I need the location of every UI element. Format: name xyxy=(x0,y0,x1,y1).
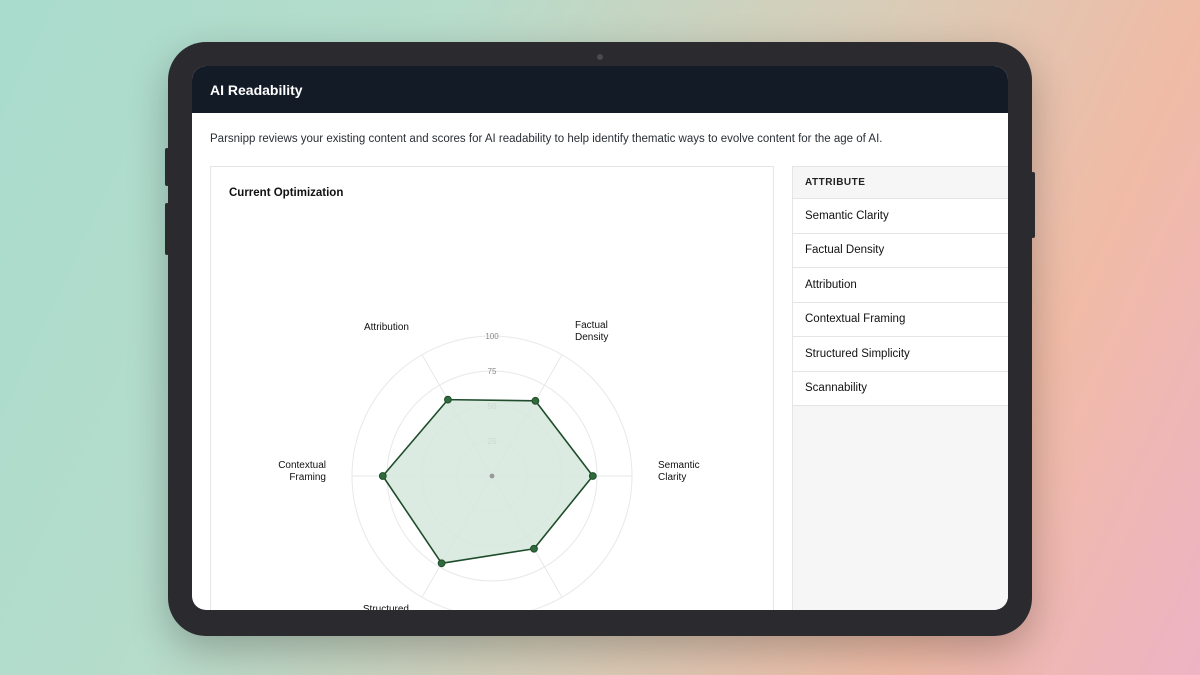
radar-tick-label: 100 xyxy=(485,332,499,341)
page-description: Parsnipp reviews your existing content a… xyxy=(210,133,883,145)
radar-chart: 255075100SemanticClarityFactualDensityAt… xyxy=(278,320,700,610)
radar-axis-label: Semantic Clarity xyxy=(658,460,700,483)
radar-series-area xyxy=(382,398,594,565)
chart-card-title: Current Optimization xyxy=(229,187,344,199)
tablet-frame: AI Readability Parsnipp reviews your exi… xyxy=(168,42,1032,636)
radar-axis-label: Structured xyxy=(363,604,409,610)
app-header: AI Readability xyxy=(192,66,1008,113)
radar-axis-label: Factual Density xyxy=(575,320,608,343)
radar-center-dot xyxy=(489,473,495,479)
camera-icon xyxy=(597,54,603,60)
app-screen: AI Readability Parsnipp reviews your exi… xyxy=(192,66,1008,610)
radar-data-point xyxy=(444,395,452,404)
attribute-table-header: ATTRIBUTE xyxy=(793,167,1008,199)
attribute-row[interactable]: Scannability xyxy=(793,371,1008,406)
page-title: AI Readability xyxy=(210,81,303,98)
radar-chart-card: Current Optimization 255075100SemanticCl… xyxy=(210,166,774,610)
attribute-panel: ATTRIBUTE Semantic Clarity Factual Densi… xyxy=(792,166,1008,610)
attribute-row[interactable]: Semantic Clarity xyxy=(793,199,1008,234)
radar-tick-label: 75 xyxy=(488,367,497,376)
attribute-row[interactable]: Structured Simplicity xyxy=(793,337,1008,372)
attribute-row[interactable]: Contextual Framing xyxy=(793,302,1008,337)
attribute-row[interactable]: Attribution xyxy=(793,268,1008,303)
radar-data-point xyxy=(531,396,540,405)
radar-axis-label: Contextual Framing xyxy=(278,460,326,483)
volume-button xyxy=(165,148,169,186)
radar-axis-label: Attribution xyxy=(364,322,409,333)
radar-data-point xyxy=(530,544,538,553)
volume-button xyxy=(165,203,169,255)
radar-data-point xyxy=(437,559,446,568)
radar-data-point xyxy=(378,472,387,480)
attribute-row[interactable]: Factual Density xyxy=(793,233,1008,268)
power-button xyxy=(1031,172,1035,238)
radar-data-point xyxy=(588,472,597,480)
